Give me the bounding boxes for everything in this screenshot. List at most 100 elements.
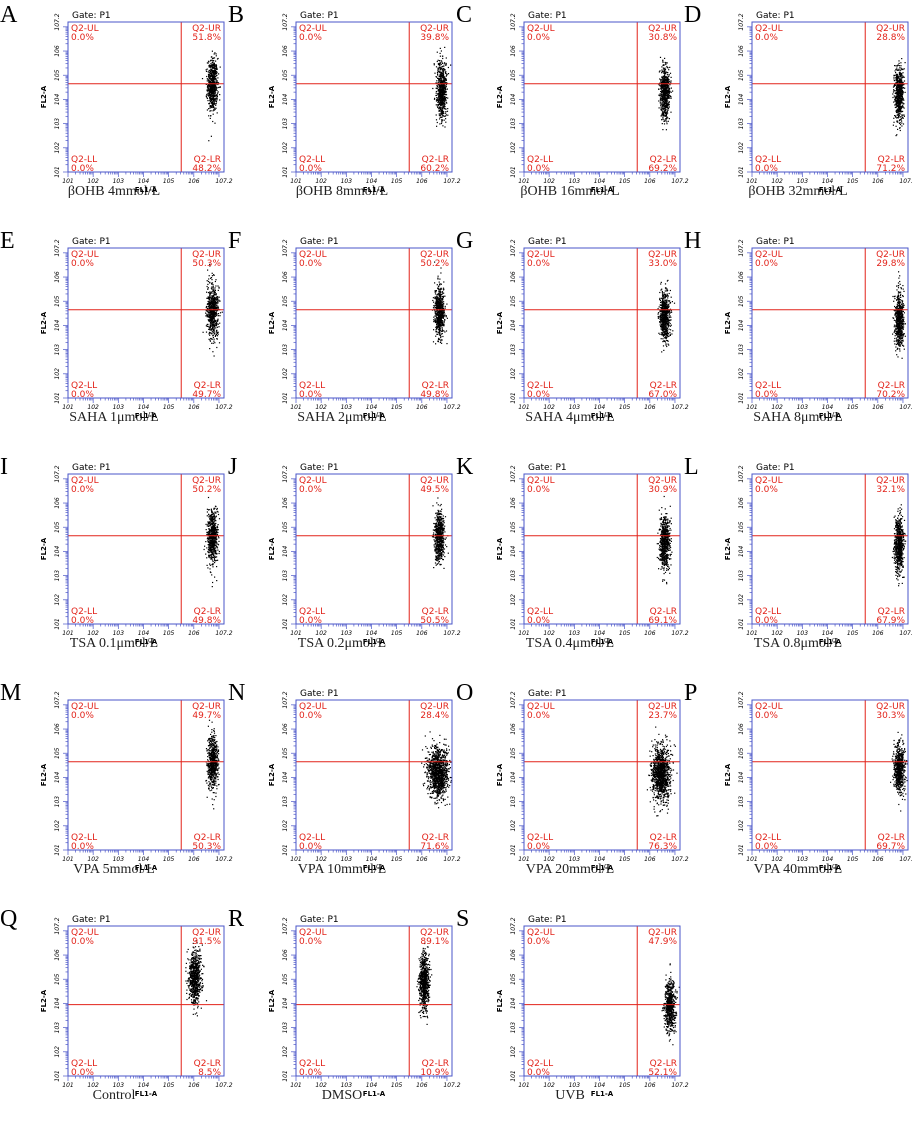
- event-dot: [894, 115, 895, 116]
- event-dot: [665, 88, 666, 89]
- event-dot: [667, 324, 668, 325]
- event-dot: [670, 329, 671, 330]
- event-dot: [663, 121, 664, 122]
- y-tick-label: 105: [54, 69, 61, 81]
- event-dot: [443, 75, 444, 76]
- event-dot: [443, 88, 444, 89]
- event-dot: [899, 117, 900, 118]
- event-dot: [209, 311, 210, 312]
- event-dot: [902, 336, 903, 337]
- event-dot: [446, 80, 447, 81]
- event-dot: [896, 90, 897, 91]
- event-dot: [444, 106, 445, 107]
- event-dot: [216, 80, 217, 81]
- event-dot: [215, 287, 216, 288]
- panel-caption: βOHB 16mmol/L: [456, 184, 684, 200]
- event-dot: [446, 343, 447, 344]
- event-dot: [660, 105, 661, 106]
- event-dot: [668, 96, 669, 97]
- event-dot: [667, 62, 668, 63]
- event-dot: [207, 270, 208, 271]
- event-dot: [664, 317, 665, 318]
- event-dot: [435, 305, 436, 306]
- quadrant-ur-percent: 33.0%: [648, 259, 677, 269]
- event-dot: [669, 313, 670, 314]
- event-dot: [900, 92, 901, 93]
- event-dot: [439, 118, 440, 119]
- quadrant-ul-percent: 0.0%: [527, 33, 550, 43]
- event-dot: [435, 311, 436, 312]
- event-dot: [901, 58, 902, 59]
- event-dot: [663, 91, 664, 92]
- event-dot: [209, 315, 210, 316]
- event-dot: [666, 323, 667, 324]
- x-tick-label: 102: [771, 178, 783, 185]
- event-dot: [202, 78, 203, 79]
- event-dot: [440, 321, 441, 322]
- event-dot: [668, 307, 669, 308]
- event-dot: [897, 87, 898, 88]
- event-dot: [665, 103, 666, 104]
- flow-scatter-plot: Gate: P110110110210210310310410410510510…: [0, 226, 228, 408]
- event-dot: [669, 74, 670, 75]
- event-dot: [440, 342, 441, 343]
- quadrant-ll-percent: 0.0%: [299, 164, 322, 174]
- event-dot: [216, 302, 217, 303]
- event-dot: [209, 111, 210, 112]
- event-dot: [895, 77, 896, 78]
- event-dot: [444, 314, 445, 315]
- event-dot: [893, 102, 894, 103]
- event-dot: [439, 282, 440, 283]
- event-dot: [214, 315, 215, 316]
- event-dot: [902, 90, 903, 91]
- event-dot: [898, 287, 899, 288]
- event-dot: [210, 91, 211, 92]
- event-dot: [447, 318, 448, 319]
- event-dot: [438, 101, 439, 102]
- event-dot: [440, 91, 441, 92]
- event-dot: [670, 302, 671, 303]
- event-dot: [898, 93, 899, 94]
- event-dot: [215, 327, 216, 328]
- y-tick-label: 101: [282, 392, 289, 403]
- event-dot: [445, 88, 446, 89]
- y-tick-label: 104: [282, 94, 289, 106]
- event-dot: [439, 294, 440, 295]
- event-dot: [215, 92, 216, 93]
- event-dot: [893, 125, 894, 126]
- event-dot: [443, 308, 444, 309]
- event-dot: [214, 333, 215, 334]
- panel-caption: SAHA 8μmol/L: [684, 410, 912, 426]
- event-dot: [662, 86, 663, 87]
- event-dot: [440, 113, 441, 114]
- event-dot: [666, 290, 667, 291]
- event-dot: [659, 292, 660, 293]
- event-dot: [663, 98, 664, 99]
- event-dot: [213, 107, 214, 108]
- event-dot: [445, 78, 446, 79]
- event-dot: [206, 298, 207, 299]
- event-dot: [441, 80, 442, 81]
- event-dot: [212, 275, 213, 276]
- event-dot: [446, 304, 447, 305]
- event-dot: [900, 127, 901, 128]
- event-dot: [663, 76, 664, 77]
- event-dot: [214, 275, 215, 276]
- y-tick-label: 104: [54, 320, 61, 332]
- event-dot: [434, 306, 435, 307]
- event-dot: [442, 329, 443, 330]
- event-dot: [208, 292, 209, 293]
- event-dot: [894, 343, 895, 344]
- event-dot: [904, 80, 905, 81]
- event-dot: [663, 297, 664, 298]
- panel-caption: βOHB 32mmol/L: [684, 184, 912, 200]
- x-tick-label: 106: [872, 178, 884, 185]
- event-dot: [668, 341, 669, 342]
- event-dot: [447, 115, 448, 116]
- event-dot: [439, 60, 440, 61]
- event-dot: [215, 336, 216, 337]
- event-dot: [444, 84, 445, 85]
- event-dot: [212, 91, 213, 92]
- event-dot: [898, 293, 899, 294]
